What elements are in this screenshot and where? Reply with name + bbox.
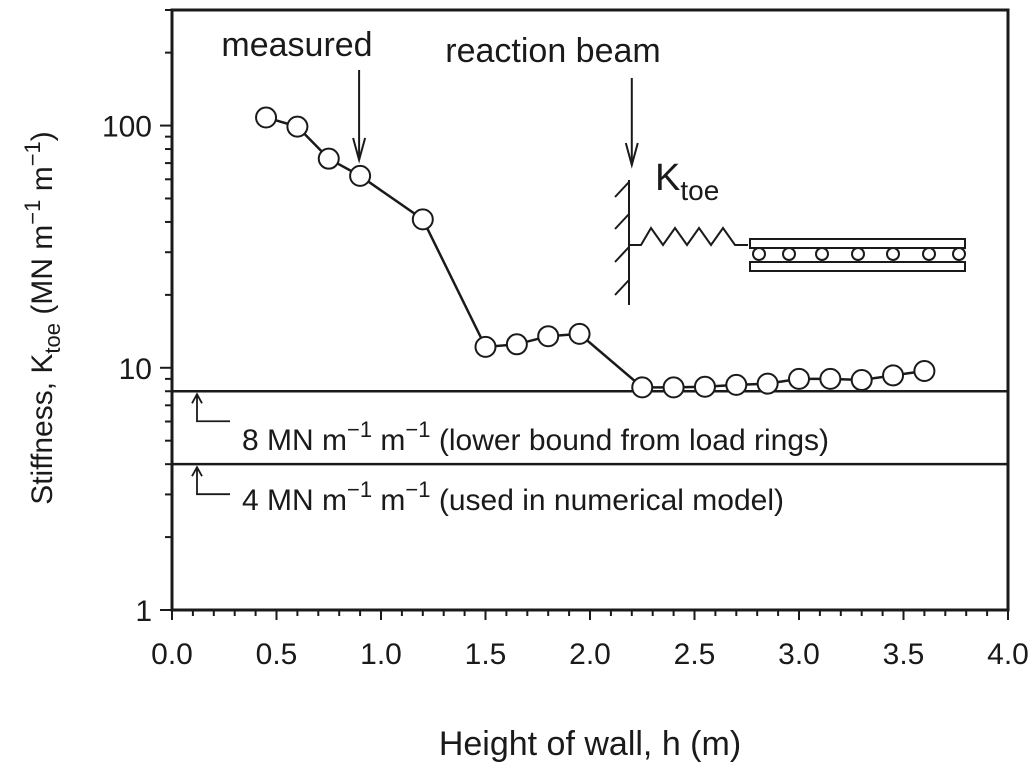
x-tick-label: 0.5	[256, 638, 298, 671]
roller	[886, 247, 900, 261]
y-tick-label: 100	[102, 111, 152, 144]
x-tick-label: 1.5	[465, 638, 507, 671]
annotation-reaction-beam: reaction beam	[445, 32, 660, 70]
roller	[752, 247, 766, 261]
data-point	[568, 322, 591, 345]
data-series	[255, 106, 936, 399]
reference-lines	[172, 390, 1008, 496]
wall-hatch	[614, 279, 630, 296]
y-tick-label: 1	[135, 595, 152, 628]
x-tick-label: 1.0	[360, 638, 402, 671]
data-point	[411, 208, 434, 231]
y-tick-label: 10	[119, 353, 152, 386]
data-point	[662, 376, 685, 399]
data-point	[474, 335, 497, 358]
x-axis-label: Height of wall, h (m)	[439, 725, 741, 762]
ref-label-8: 8 MN m−1 m−1 (lower bound from load ring…	[242, 417, 829, 457]
data-point	[255, 106, 278, 129]
x-tick-label: 3.0	[778, 638, 820, 671]
wall-hatch	[614, 246, 630, 263]
data-point	[788, 367, 810, 390]
axes: 0.0 0.5 1.0 1.5 2.0 2.5 3.0 3.5 4.0 1 10 100	[102, 8, 1029, 671]
data-point	[505, 333, 528, 356]
x-tick-label: 4.0	[987, 638, 1029, 671]
reference-pointer-arrow	[191, 392, 230, 423]
roller	[815, 247, 829, 261]
data-point	[631, 376, 654, 399]
beam-bottom-plate	[749, 261, 966, 272]
data-point	[693, 375, 716, 398]
measured-arrow-head	[352, 137, 367, 164]
x-tick-label: 2.0	[569, 638, 611, 671]
x-tick-label: 0.0	[151, 638, 193, 671]
data-point	[913, 359, 936, 382]
roller	[782, 247, 796, 261]
wall-hatch	[614, 213, 630, 230]
x-tick-label: 2.5	[674, 638, 716, 671]
y-axis-label: Stiffness, Ktoe (MN m−1 m−1)	[20, 131, 65, 505]
reaction-beam-arrow-head	[624, 142, 639, 169]
annotation-measured: measured	[221, 26, 372, 64]
x-tick-label: 3.5	[883, 638, 925, 671]
wall-hatch	[614, 181, 630, 198]
beam-top-plate	[749, 238, 966, 249]
roller	[952, 247, 966, 261]
ref-label-4: 4 MN m−1 m−1 (used in numerical model)	[242, 477, 784, 517]
spring	[629, 226, 748, 247]
data-point	[756, 372, 779, 395]
data-point	[882, 364, 905, 387]
data-point	[317, 147, 340, 170]
data-point	[850, 369, 873, 392]
data-point	[349, 164, 372, 187]
data-point	[537, 325, 560, 348]
data-point	[819, 367, 842, 390]
roller	[922, 247, 936, 261]
reference-pointer-arrow	[191, 465, 230, 496]
data-point	[725, 373, 748, 396]
roller	[851, 247, 865, 261]
inset-label-ktoe: Ktoe	[655, 157, 719, 206]
inset-diagram	[352, 70, 966, 305]
plot-frame	[170, 8, 1010, 612]
data-point	[286, 115, 309, 138]
